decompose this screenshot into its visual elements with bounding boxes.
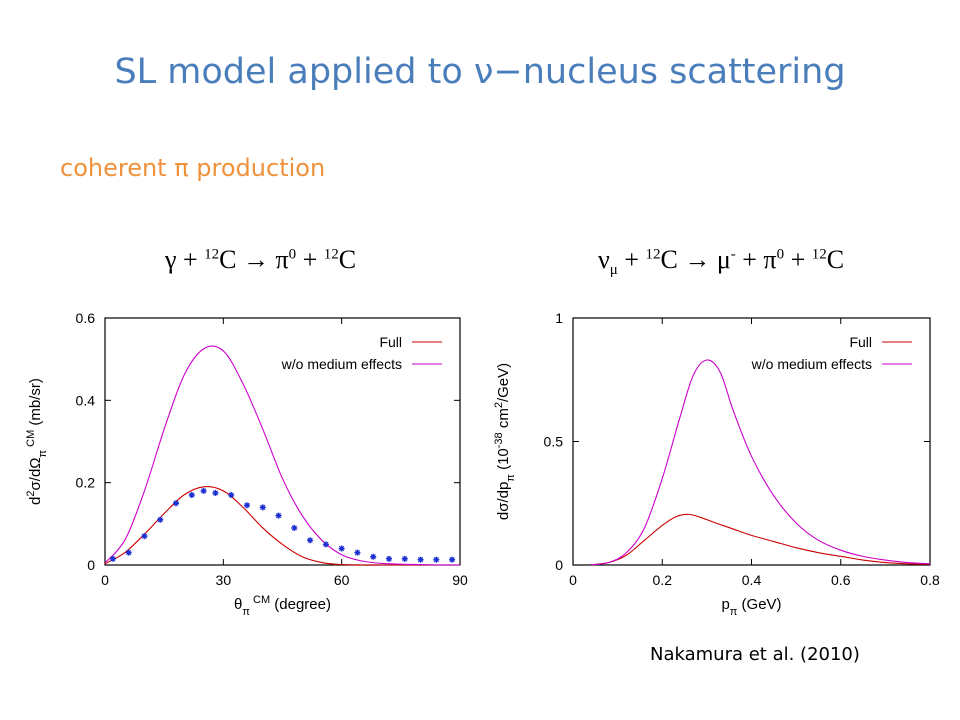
- legend-label: Full: [849, 334, 872, 350]
- x-tick-label: 0.8: [920, 572, 940, 588]
- data-point: [125, 549, 132, 556]
- data-point: [200, 487, 207, 494]
- data-point: [354, 549, 361, 556]
- y-tick-label: 0.4: [76, 392, 96, 408]
- legend-label: w/o medium effects: [281, 356, 402, 372]
- data-point: [275, 512, 282, 519]
- legend-label: Full: [379, 334, 402, 350]
- data-point: [259, 504, 266, 511]
- slide-subtitle: coherent π production: [60, 154, 326, 182]
- x-tick-label: 0: [101, 572, 109, 588]
- legend-label: w/o medium effects: [751, 356, 872, 372]
- data-point: [173, 500, 179, 507]
- data-point: [109, 555, 116, 562]
- chart-right: 0 0.2 0.4 0.6 0.8 0 0.5 1 Full w/o medium effects…: [493, 310, 940, 618]
- data-point: [157, 516, 164, 523]
- y-tick-label: 0.6: [76, 310, 96, 326]
- data-point: [212, 489, 219, 496]
- data-point: [449, 556, 456, 563]
- data-point: [322, 541, 329, 548]
- x-tick-label: 0.6: [831, 572, 851, 588]
- y-tick-label: 0.2: [76, 475, 96, 491]
- y-tick-label: 1: [555, 310, 563, 326]
- x-axis-label: θπ CM (degree): [234, 594, 331, 618]
- y-axis-label: dσ/dpπ (10-38 cm2/GeV): [493, 363, 517, 520]
- series-line: [104, 486, 460, 566]
- y-tick-label: 0: [87, 557, 95, 573]
- data-point: [433, 556, 440, 563]
- data-point: [291, 524, 298, 531]
- x-tick-label: 90: [452, 572, 468, 588]
- series-line: [590, 513, 931, 566]
- data-point: [338, 545, 345, 552]
- y-axis-label: d2σ/dΩπ CM (mb/sr): [25, 378, 49, 505]
- data-point: [228, 492, 235, 499]
- chart-left: 0 30 60 90 0 0.2 0.4 0.6 Full w/o medium effects θ…: [25, 310, 468, 618]
- data-point: [244, 502, 250, 509]
- reaction-left: γ + 12C → π0 + 12C: [165, 245, 357, 274]
- x-tick-label: 0.4: [742, 572, 762, 588]
- x-tick-label: 30: [216, 572, 232, 588]
- x-tick-label: 60: [334, 572, 350, 588]
- plot-frame: [104, 317, 461, 566]
- reaction-right: νμ + 12C → μ- + π0 + 12C: [598, 245, 845, 279]
- series-line: [104, 345, 461, 566]
- series-line: [590, 359, 931, 566]
- slide-title: SL model applied to ν−nucleus scattering: [114, 52, 846, 92]
- data-point: [386, 555, 392, 562]
- x-tick-label: 0: [569, 572, 577, 588]
- data-point: [141, 533, 148, 540]
- x-axis-label: pπ (GeV): [721, 596, 781, 618]
- data-point: [370, 553, 377, 560]
- y-tick-label: 0: [555, 557, 563, 573]
- y-tick-label: 0.5: [544, 434, 564, 450]
- citation: Nakamura et al. (2010): [650, 644, 860, 665]
- data-point: [417, 556, 424, 563]
- x-tick-label: 0.2: [653, 572, 673, 588]
- data-point: [188, 492, 195, 499]
- data-point: [307, 537, 314, 544]
- data-point: [401, 555, 408, 562]
